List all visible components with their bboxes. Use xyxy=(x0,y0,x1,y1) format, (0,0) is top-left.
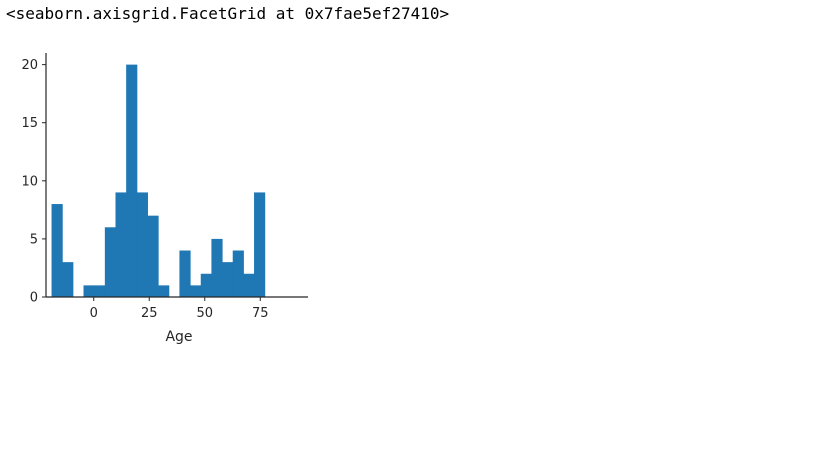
histogram-bar xyxy=(254,192,266,297)
histogram-bar xyxy=(62,262,74,297)
x-tick-label: 25 xyxy=(141,306,158,321)
y-tick-label: 15 xyxy=(21,116,38,131)
histogram-bar xyxy=(232,250,244,297)
histogram-bar xyxy=(136,192,148,297)
output-repr-text: <seaborn.axisgrid.FacetGrid at 0x7fae5ef… xyxy=(6,4,450,23)
histogram-bar xyxy=(211,238,223,297)
histogram-bar xyxy=(190,285,202,297)
histogram-bar xyxy=(115,192,127,297)
y-axis-ticks: 0 5 10 15 20 xyxy=(21,58,46,306)
histogram-bar xyxy=(158,285,170,297)
histogram-bar xyxy=(147,215,159,297)
x-axis-ticks: 0 25 50 75 xyxy=(90,297,269,321)
y-tick-label: 20 xyxy=(21,58,38,73)
histogram-bars xyxy=(51,64,266,298)
histogram-bar xyxy=(104,227,116,297)
x-tick-label: 75 xyxy=(252,306,269,321)
histogram-bar xyxy=(94,285,106,297)
histogram-bar xyxy=(179,250,191,297)
histogram-bar xyxy=(222,262,234,297)
histogram-bar xyxy=(51,204,63,297)
y-tick-label: 0 xyxy=(30,291,38,306)
histogram-bar xyxy=(126,64,138,298)
x-tick-label: 50 xyxy=(196,306,213,321)
x-tick-label: 0 xyxy=(90,306,98,321)
y-tick-label: 5 xyxy=(30,232,38,247)
y-tick-label: 10 xyxy=(21,174,38,189)
histogram-bar xyxy=(243,273,255,297)
histogram-bar xyxy=(200,273,212,297)
x-axis-label: Age xyxy=(165,329,192,345)
histogram-bar xyxy=(83,285,95,297)
